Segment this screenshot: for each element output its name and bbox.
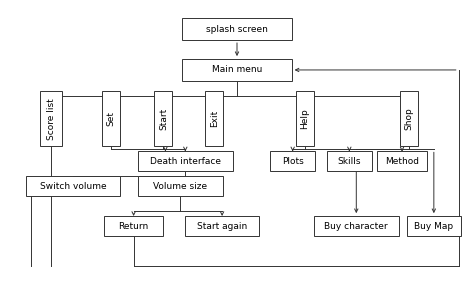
Text: Buy character: Buy character xyxy=(325,222,388,231)
Text: Shop: Shop xyxy=(404,107,413,130)
Bar xyxy=(138,151,233,171)
Text: Volume size: Volume size xyxy=(153,182,208,191)
Text: Main menu: Main menu xyxy=(212,65,262,74)
Text: Method: Method xyxy=(385,157,419,166)
Text: splash screen: splash screen xyxy=(206,25,268,34)
Bar xyxy=(407,216,461,236)
Bar xyxy=(400,91,418,146)
Bar xyxy=(138,176,223,196)
Bar xyxy=(377,151,427,171)
Text: Set: Set xyxy=(106,111,115,126)
Bar xyxy=(104,216,164,236)
Bar xyxy=(40,91,62,146)
Bar xyxy=(296,91,313,146)
Text: Return: Return xyxy=(118,222,149,231)
Bar xyxy=(182,18,292,40)
Text: Plots: Plots xyxy=(282,157,303,166)
Text: Start: Start xyxy=(159,108,168,130)
Text: Skills: Skills xyxy=(337,157,361,166)
Text: Exit: Exit xyxy=(210,110,219,127)
Bar xyxy=(182,59,292,81)
Bar xyxy=(155,91,173,146)
Text: Score list: Score list xyxy=(46,98,55,139)
Bar xyxy=(314,216,399,236)
Bar xyxy=(102,91,120,146)
Bar xyxy=(205,91,223,146)
Bar xyxy=(185,216,259,236)
Bar xyxy=(270,151,315,171)
Text: Switch volume: Switch volume xyxy=(40,182,106,191)
Text: Help: Help xyxy=(300,108,309,129)
Text: Death interface: Death interface xyxy=(150,157,221,166)
Bar xyxy=(327,151,372,171)
Text: Start again: Start again xyxy=(197,222,247,231)
Bar xyxy=(26,176,120,196)
Text: Buy Map: Buy Map xyxy=(414,222,454,231)
